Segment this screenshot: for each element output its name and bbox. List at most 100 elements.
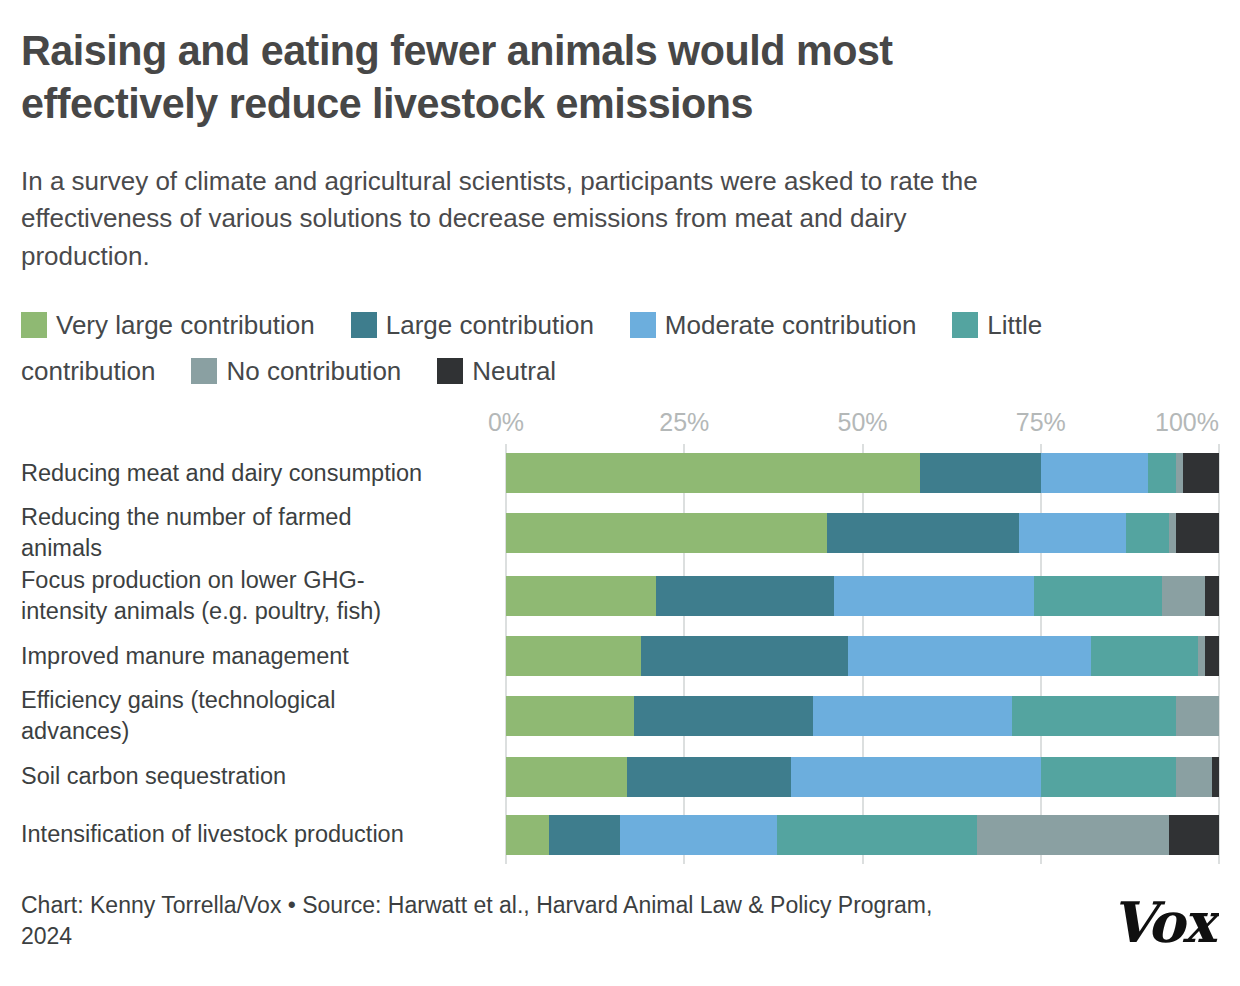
row-label: Reducing meat and dairy consumption bbox=[21, 458, 506, 489]
bar-segment bbox=[506, 696, 634, 736]
row-label: Soil carbon sequestration bbox=[21, 761, 506, 792]
chart-row: Reducing the number of farmed animals bbox=[21, 502, 1219, 565]
legend-swatch bbox=[21, 312, 47, 338]
chart-subtitle: In a survey of climate and agricultural … bbox=[21, 163, 1219, 276]
bar-segment bbox=[1019, 513, 1126, 553]
bar-segment bbox=[1091, 636, 1198, 676]
bar-segment bbox=[1041, 757, 1176, 797]
axis-tick-label: 25% bbox=[659, 408, 709, 437]
axis-tick-label: 50% bbox=[837, 408, 887, 437]
bar-segment bbox=[1176, 513, 1219, 553]
vox-logo-graphic: Vox bbox=[1109, 892, 1219, 954]
legend-swatch bbox=[191, 358, 217, 384]
row-label: Reducing the number of farmed animals bbox=[21, 502, 506, 565]
legend-item: Very large contribution bbox=[21, 310, 315, 340]
page-title: Raising and eating fewer animals would m… bbox=[21, 24, 1171, 131]
legend-item: Large contribution bbox=[351, 310, 594, 340]
bar-segment bbox=[1012, 696, 1176, 736]
bar-segment bbox=[1169, 815, 1219, 855]
bar-segment bbox=[777, 815, 977, 855]
legend: Very large contribution Large contributio… bbox=[21, 302, 1219, 395]
legend-item: No contribution bbox=[191, 356, 401, 386]
stacked-bar bbox=[506, 757, 1219, 797]
row-label: Improved manure management bbox=[21, 641, 506, 672]
legend-label: Moderate contribution bbox=[665, 310, 916, 340]
bar-segment bbox=[1205, 576, 1219, 616]
legend-swatch bbox=[952, 312, 978, 338]
axis-tick-label: 100% bbox=[1155, 408, 1219, 437]
chart-row: Reducing meat and dairy consumption bbox=[21, 444, 1219, 502]
bar-segment bbox=[656, 576, 834, 616]
stacked-bar bbox=[506, 576, 1219, 616]
bar-segment bbox=[920, 453, 1041, 493]
bar-segment bbox=[1148, 453, 1177, 493]
stacked-bar bbox=[506, 453, 1219, 493]
bar-segment bbox=[1205, 636, 1219, 676]
bar-segment bbox=[827, 513, 1020, 553]
bar-segment bbox=[791, 757, 1041, 797]
stacked-bar bbox=[506, 696, 1219, 736]
bar-segment bbox=[1041, 453, 1148, 493]
stacked-bar-chart: 0% 25% 50% 75% 100% Reducing meat and dairy … bbox=[21, 408, 1219, 864]
bar-segment bbox=[813, 696, 1013, 736]
bar-segment bbox=[1212, 757, 1219, 797]
bar-segment bbox=[1198, 636, 1205, 676]
legend-swatch bbox=[351, 312, 377, 338]
x-axis: 0%25%50%75%100% bbox=[506, 408, 1219, 444]
bar-track bbox=[506, 513, 1219, 553]
bar-segment bbox=[1169, 513, 1176, 553]
chart-row: Soil carbon sequestration bbox=[21, 748, 1219, 806]
bar-segment bbox=[506, 757, 627, 797]
bar-segment bbox=[549, 815, 620, 855]
legend-swatch bbox=[630, 312, 656, 338]
bar-segment bbox=[848, 636, 1090, 676]
legend-item: Neutral bbox=[437, 356, 556, 386]
bar-rows: Reducing meat and dairy consumption Reduc… bbox=[21, 444, 1219, 864]
bar-segment bbox=[506, 513, 827, 553]
legend-label: Very large contribution bbox=[56, 310, 315, 340]
bar-segment bbox=[1183, 453, 1219, 493]
bar-segment bbox=[1034, 576, 1162, 616]
axis-tick-label: 75% bbox=[1016, 408, 1066, 437]
bar-segment bbox=[506, 453, 920, 493]
legend-label: Large contribution bbox=[386, 310, 594, 340]
stacked-bar bbox=[506, 513, 1219, 553]
bar-segment bbox=[506, 636, 641, 676]
vox-logo: Vox bbox=[1109, 892, 1219, 958]
axis-tick-label: 0% bbox=[488, 408, 524, 437]
chart-row: Focus production on lower GHG- intensity… bbox=[21, 565, 1219, 628]
bar-track bbox=[506, 757, 1219, 797]
chart-row: Improved manure management bbox=[21, 627, 1219, 685]
legend-swatch bbox=[437, 358, 463, 384]
bar-track bbox=[506, 815, 1219, 855]
bar-track bbox=[506, 576, 1219, 616]
bar-segment bbox=[506, 815, 549, 855]
bar-track bbox=[506, 453, 1219, 493]
bar-segment bbox=[620, 815, 777, 855]
row-label: Focus production on lower GHG- intensity… bbox=[21, 565, 506, 628]
bar-segment bbox=[1176, 757, 1212, 797]
bar-track bbox=[506, 636, 1219, 676]
bar-segment bbox=[506, 576, 656, 616]
bar-segment bbox=[834, 576, 1034, 616]
row-label: Intensification of livestock production bbox=[21, 819, 506, 850]
bar-segment bbox=[1176, 453, 1183, 493]
bar-segment bbox=[1126, 513, 1169, 553]
legend-label: Neutral bbox=[472, 356, 556, 386]
bar-segment bbox=[1162, 576, 1205, 616]
plot-area: Reducing meat and dairy consumption Reduc… bbox=[21, 444, 1219, 864]
bar-track bbox=[506, 696, 1219, 736]
source-credit: Chart: Kenny Torrella/Vox • Source: Harw… bbox=[21, 890, 932, 953]
chart-row: Intensification of livestock production bbox=[21, 806, 1219, 864]
vox-logo-text: Vox bbox=[1111, 892, 1219, 954]
bar-segment bbox=[641, 636, 848, 676]
chart-card: Raising and eating fewer animals would m… bbox=[0, 24, 1240, 958]
bar-segment bbox=[634, 696, 812, 736]
stacked-bar bbox=[506, 815, 1219, 855]
footer: Chart: Kenny Torrella/Vox • Source: Harw… bbox=[21, 890, 1219, 958]
stacked-bar bbox=[506, 636, 1219, 676]
bar-segment bbox=[627, 757, 791, 797]
chart-row: Efficiency gains (technological advances… bbox=[21, 685, 1219, 748]
legend-label: No contribution bbox=[226, 356, 401, 386]
row-label: Efficiency gains (technological advances… bbox=[21, 685, 506, 748]
